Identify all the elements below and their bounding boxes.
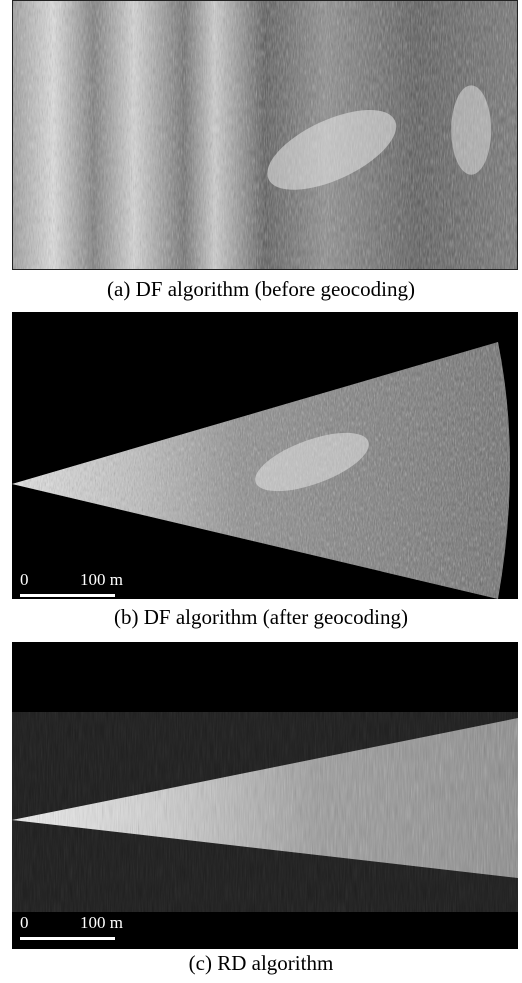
caption-c: (c) RD algorithm [188, 951, 334, 975]
sonar-image-a-graphic [13, 1, 517, 269]
caption-a: (a) DF algorithm (before geocoding) [107, 277, 415, 301]
sonar-image-before-geocoding [12, 0, 518, 270]
scale-bar-line [20, 594, 115, 597]
scale-zero-label: 0 [20, 570, 29, 589]
sonar-image-rd-algorithm: 0 100 m [12, 642, 518, 949]
scale-zero-label: 0 [20, 913, 29, 932]
sonar-image-c-graphic [12, 642, 518, 949]
sonar-image-b-graphic [12, 312, 518, 599]
caption-b: (b) DF algorithm (after geocoding) [114, 605, 408, 629]
scale-bar-c: 0 100 m [20, 913, 220, 943]
scale-bar-line [20, 937, 115, 940]
scale-bar-b: 0 100 m [20, 570, 220, 599]
sonar-image-after-geocoding: 0 100 m [12, 312, 518, 599]
scale-distance-label: 100 m [80, 570, 123, 589]
scale-distance-label: 100 m [80, 913, 123, 932]
